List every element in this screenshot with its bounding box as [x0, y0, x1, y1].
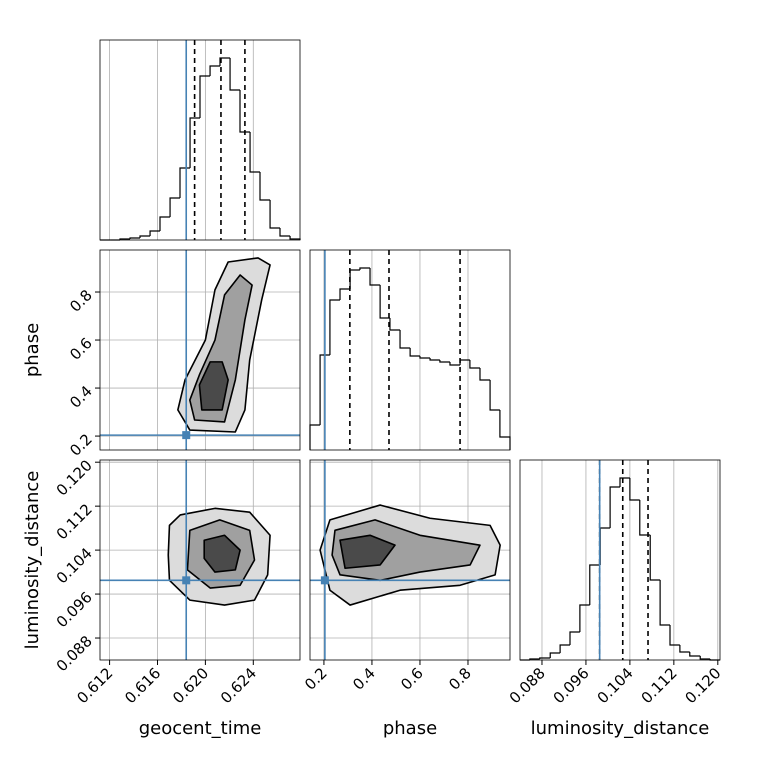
panel-frame — [309, 249, 511, 451]
histogram-step — [699, 656, 711, 660]
truth-marker — [182, 431, 191, 440]
histogram-step — [679, 645, 690, 653]
histogram-step — [129, 237, 140, 239]
contour — [339, 534, 396, 570]
histogram-step — [579, 604, 590, 632]
histogram-step — [469, 360, 480, 369]
histogram-step — [189, 117, 200, 168]
histogram-step — [259, 172, 271, 201]
histogram-step — [589, 564, 601, 605]
histogram-step — [219, 57, 231, 66]
histogram-step — [429, 358, 440, 361]
x-axis-label: geocent_time — [139, 718, 262, 739]
histogram-step — [239, 90, 251, 133]
histogram-step — [369, 268, 381, 286]
histogram-step — [559, 644, 570, 653]
histogram-step — [409, 348, 420, 357]
histogram-step — [669, 625, 680, 646]
histogram-step — [609, 486, 620, 528]
panel-frame — [99, 249, 301, 451]
histogram-step — [339, 288, 351, 300]
panel-frame — [519, 459, 721, 661]
histogram-step — [419, 356, 431, 359]
histogram-step — [399, 330, 411, 349]
histogram-step — [169, 197, 180, 217]
histogram-step — [379, 285, 390, 319]
histogram-step — [149, 230, 160, 236]
truth-marker — [320, 576, 329, 585]
histogram-step — [689, 652, 701, 657]
histogram-step — [139, 235, 151, 238]
histogram-step — [319, 354, 330, 425]
histogram-step — [479, 368, 491, 381]
histogram-step — [359, 267, 371, 270]
histogram-step — [619, 477, 630, 487]
histogram-step — [549, 652, 561, 658]
histogram-step — [229, 58, 240, 91]
histogram-step — [449, 362, 461, 366]
x-axis-label: phase — [383, 718, 437, 739]
contour — [198, 361, 229, 411]
y-axis-label: luminosity_distance — [22, 471, 43, 650]
panel-frame — [309, 459, 511, 661]
y-axis-label: phase — [22, 323, 43, 377]
histogram-step — [389, 318, 401, 331]
histogram-step — [659, 580, 670, 626]
truth-marker — [182, 576, 191, 585]
histogram-step — [489, 380, 500, 411]
histogram-step — [569, 631, 580, 645]
histogram-step — [249, 132, 260, 173]
histogram-step — [629, 478, 640, 501]
histogram-step — [329, 299, 341, 355]
histogram-step — [649, 535, 661, 581]
histogram-step — [209, 65, 220, 76]
contour — [203, 534, 241, 573]
histogram-step — [539, 657, 551, 659]
histogram-step — [639, 500, 651, 536]
histogram-step — [269, 200, 280, 229]
histogram-step — [199, 75, 211, 118]
panel-frame — [99, 39, 301, 241]
histogram-step — [159, 216, 171, 231]
panel-frame — [99, 459, 301, 661]
x-axis-label: luminosity_distance — [531, 718, 710, 739]
histogram-step — [439, 360, 450, 363]
histogram-step — [279, 228, 291, 237]
